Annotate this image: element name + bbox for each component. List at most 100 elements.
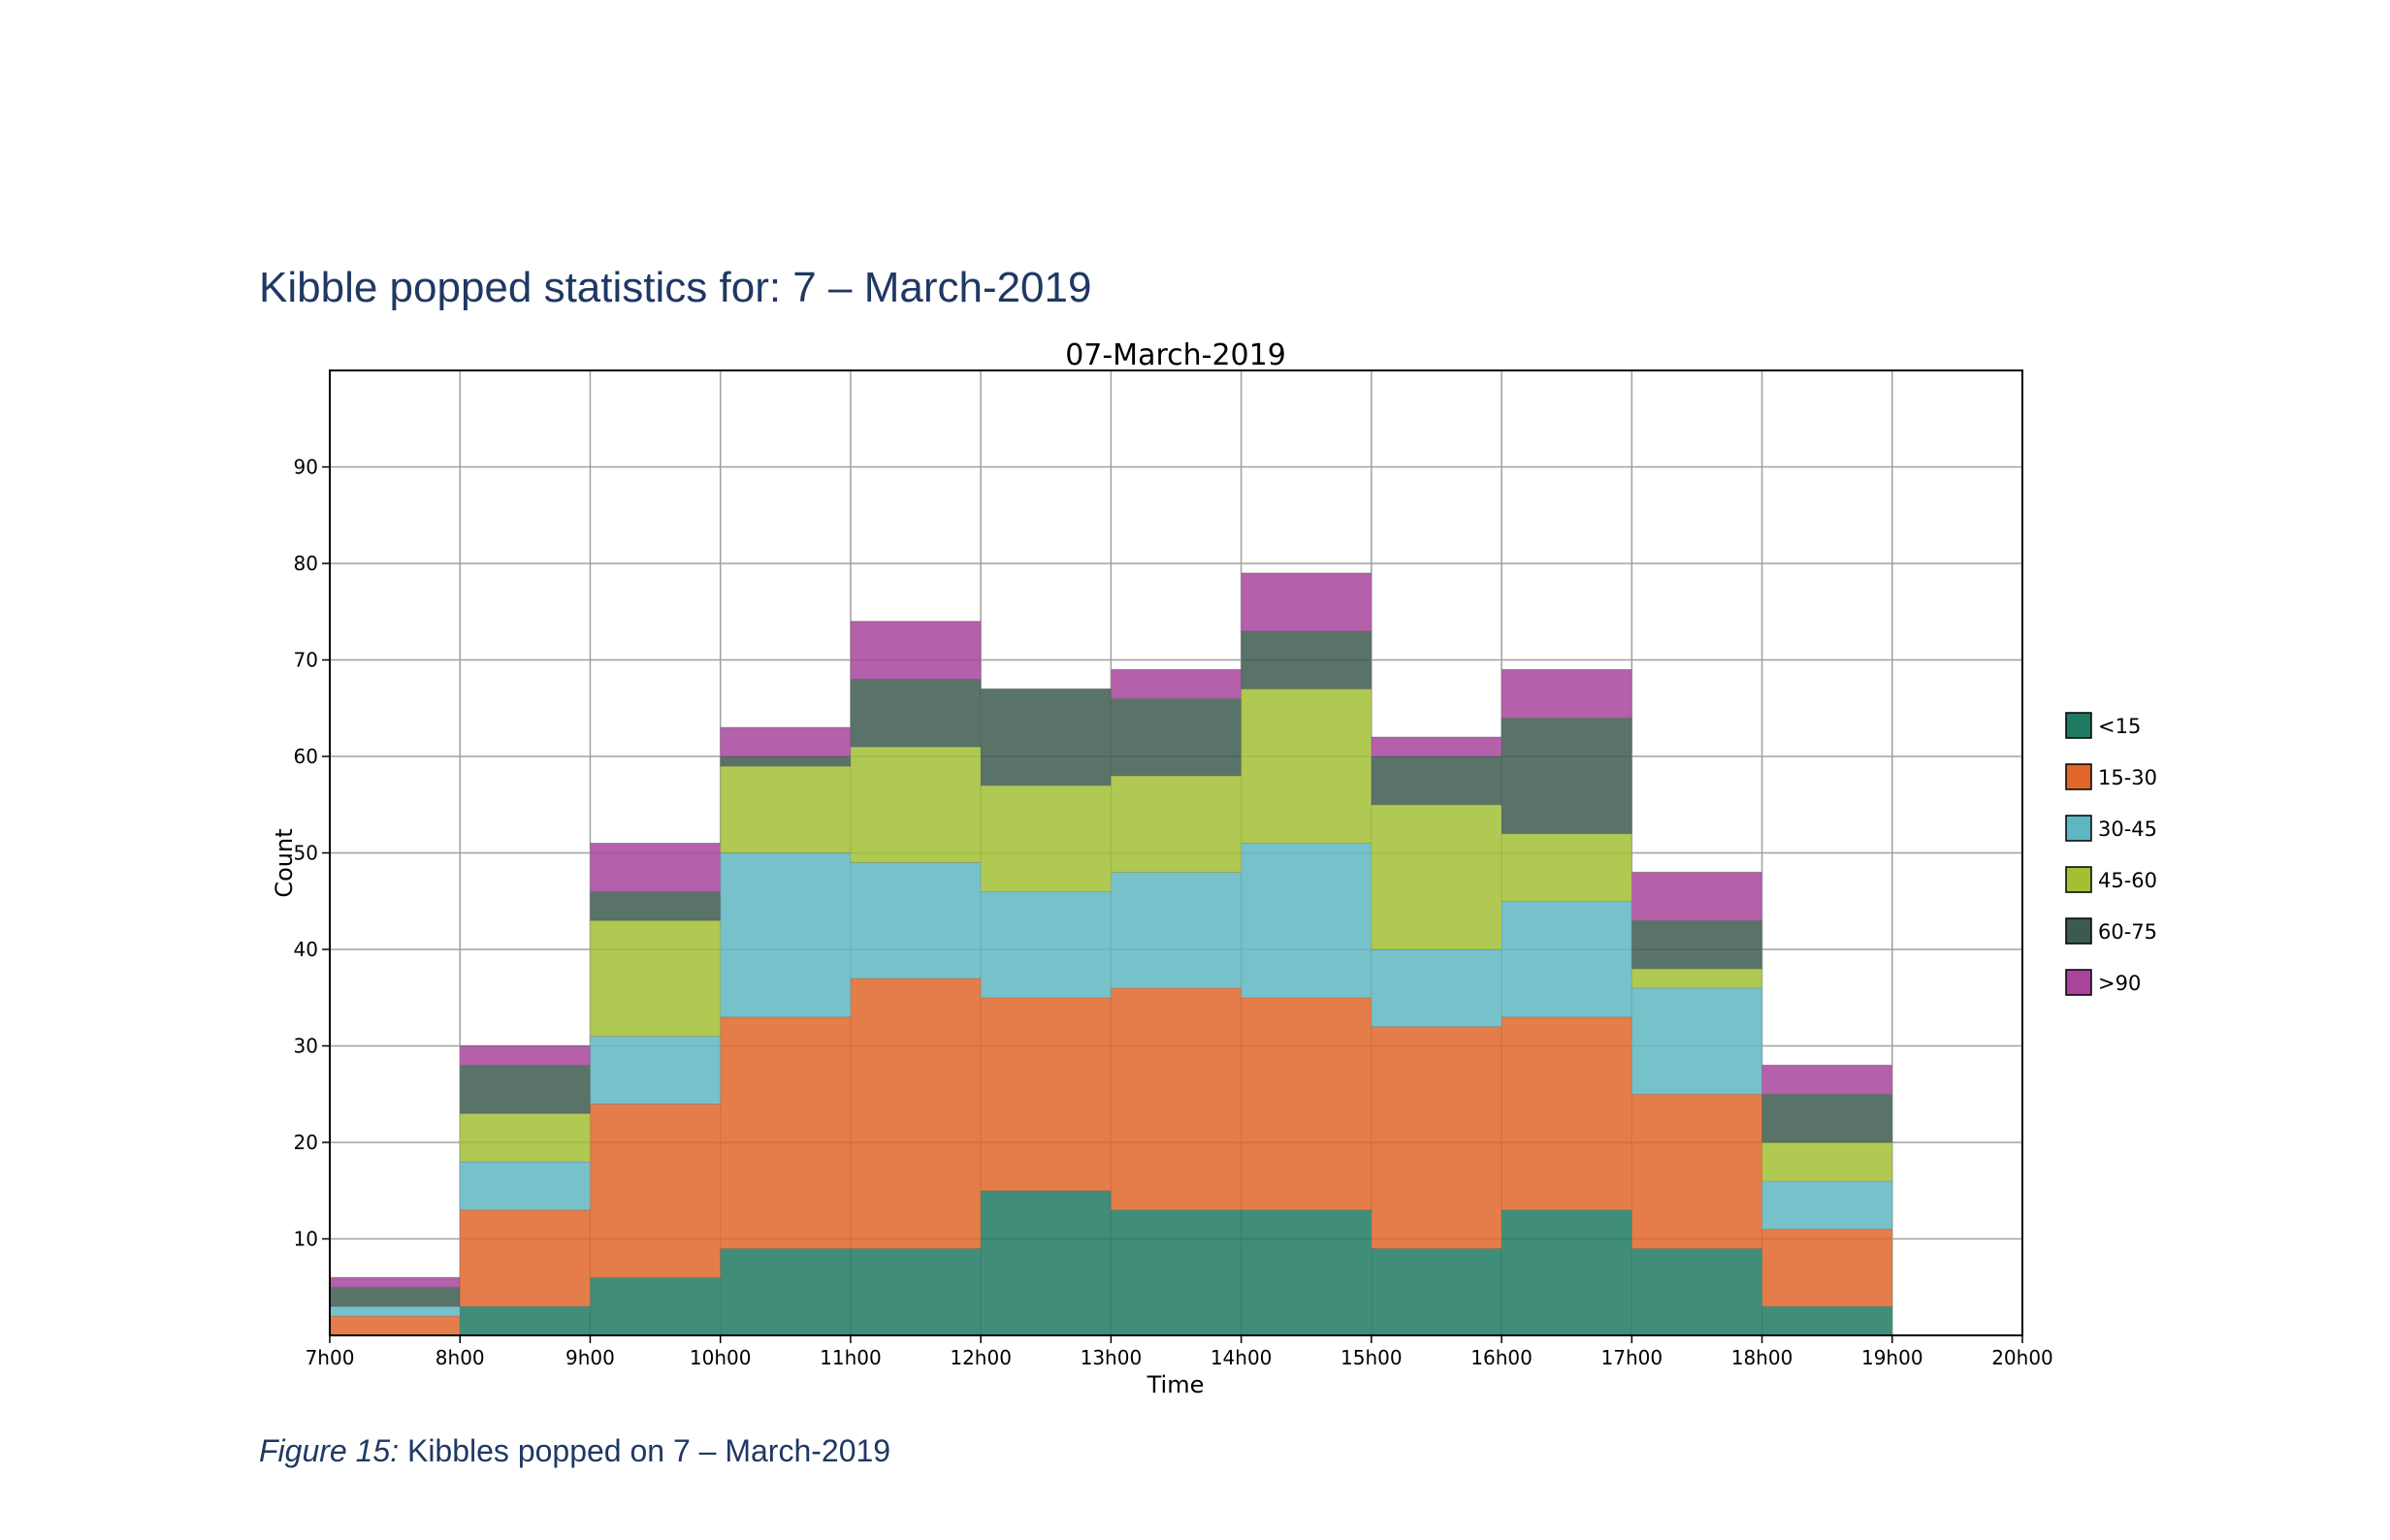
bar-segment <box>850 621 982 680</box>
bar-segment <box>1761 1142 1892 1181</box>
bar-segment <box>981 785 1112 892</box>
bar-segment <box>1371 737 1502 756</box>
bar-segment <box>1241 630 1372 690</box>
legend-label: 60-75 <box>2098 920 2157 944</box>
y-tick-label: 50 <box>294 842 318 865</box>
bar-segment <box>1502 1209 1632 1335</box>
bar-segment <box>460 1209 591 1307</box>
bar-segment <box>850 679 982 748</box>
caption-text: Kibbles popped on 7 – March-2019 <box>399 1433 891 1468</box>
bar-segment <box>1631 968 1762 988</box>
bar-segment <box>1111 1209 1242 1335</box>
x-axis-label: Time <box>1147 1371 1205 1398</box>
x-tick-label: 20h00 <box>1991 1346 2053 1369</box>
legend-label: 15-30 <box>2098 766 2157 789</box>
bar-segment <box>1241 689 1372 844</box>
x-tick-label: 9h00 <box>565 1346 615 1369</box>
bar-segment <box>590 1036 721 1105</box>
bar-segment <box>1111 872 1242 988</box>
y-tick-label: 30 <box>294 1035 318 1058</box>
bar-segment <box>1631 1248 1762 1335</box>
legend-label: 45-60 <box>2098 869 2157 892</box>
bar-segment <box>330 1316 461 1335</box>
bar-segment <box>1241 1209 1372 1335</box>
legend-swatch <box>2065 969 2092 996</box>
y-tick-label: 40 <box>294 938 318 961</box>
y-axis-label: Count <box>271 828 298 897</box>
bar-segment <box>330 1287 461 1307</box>
legend-swatch <box>2065 712 2092 739</box>
y-tick-label: 10 <box>294 1228 318 1251</box>
bar-segment <box>1631 920 1762 969</box>
bar-segment <box>1761 1065 1892 1095</box>
bar-segment <box>590 843 721 892</box>
bar-segment <box>460 1045 591 1066</box>
bar-segment <box>720 1016 851 1249</box>
x-tick-label: 19h00 <box>1861 1346 1923 1369</box>
bar-segment <box>720 1248 851 1335</box>
figure-caption: Figure 15: Kibbles popped on 7 – March-2… <box>259 1433 890 1469</box>
page-heading: Kibble popped statistics for: 7 – March-… <box>259 264 1092 311</box>
bar-segment <box>850 978 982 1249</box>
bar-segment <box>1371 1026 1502 1249</box>
bar-segment <box>1502 833 1632 902</box>
bar-segment <box>1631 872 1762 921</box>
bar-segment <box>1761 1306 1892 1335</box>
legend-swatch <box>2065 815 2092 842</box>
bar-segment <box>850 1248 982 1335</box>
legend-swatch <box>2065 917 2092 945</box>
bar-segment <box>1241 997 1372 1210</box>
bar-segment <box>1111 698 1242 776</box>
bar-segment <box>720 727 851 756</box>
x-tick-label: 13h00 <box>1081 1346 1143 1369</box>
bar-segment <box>590 920 721 1037</box>
bar-segment <box>330 1277 461 1288</box>
bar-segment <box>1761 1180 1892 1230</box>
x-tick-label: 14h00 <box>1211 1346 1273 1369</box>
bar-segment <box>981 997 1112 1191</box>
y-axis-ticks: 10 20 30 40 50 60 70 80 90 <box>294 456 330 1251</box>
x-tick-label: 16h00 <box>1470 1346 1533 1369</box>
bar-segment <box>1371 756 1502 805</box>
bar-segment <box>1502 901 1632 1017</box>
bar-segment <box>460 1161 591 1210</box>
x-tick-label: 11h00 <box>820 1346 882 1369</box>
bar-segment <box>720 756 851 766</box>
bar-segment <box>460 1065 591 1114</box>
y-tick-label: 90 <box>294 456 318 479</box>
bar-segment <box>720 765 851 853</box>
bar-segment <box>1631 1094 1762 1249</box>
y-tick-label: 60 <box>294 745 318 768</box>
x-tick-label: 17h00 <box>1601 1346 1663 1369</box>
caption-prefix: Figure 15: <box>259 1433 400 1468</box>
bar-segment <box>1111 669 1242 699</box>
legend-label: 30-45 <box>2098 818 2157 841</box>
bar-segment <box>850 747 982 863</box>
bar-segment <box>590 1104 721 1278</box>
bar-segment <box>1502 1016 1632 1210</box>
bar-segment <box>981 689 1112 786</box>
bar-segment <box>1371 949 1502 1027</box>
x-axis-ticks: 7h00 8h00 9h00 10h00 11h00 12h00 13h00 14h00 15h… <box>306 1335 2053 1369</box>
y-tick-label: 20 <box>294 1131 318 1154</box>
bar-segment <box>981 1190 1112 1335</box>
x-tick-label: 8h00 <box>436 1346 485 1369</box>
bar-segment <box>1241 843 1372 998</box>
x-tick-label: 15h00 <box>1340 1346 1403 1369</box>
bar-segment <box>1631 987 1762 1095</box>
bar-stacks <box>330 572 1892 1335</box>
x-tick-label: 18h00 <box>1731 1346 1793 1369</box>
bar-segment <box>1761 1229 1892 1307</box>
bar-segment <box>460 1113 591 1162</box>
bar-segment <box>981 891 1112 998</box>
bar-segment <box>330 1306 461 1317</box>
bar-segment <box>850 862 982 979</box>
bar-segment <box>1111 987 1242 1210</box>
y-tick-label: 70 <box>294 649 318 672</box>
x-tick-label: 12h00 <box>950 1346 1012 1369</box>
bar-segment <box>1761 1094 1892 1142</box>
bar-segment <box>1502 669 1632 719</box>
legend-swatch <box>2065 866 2092 893</box>
bar-segment <box>590 891 721 921</box>
